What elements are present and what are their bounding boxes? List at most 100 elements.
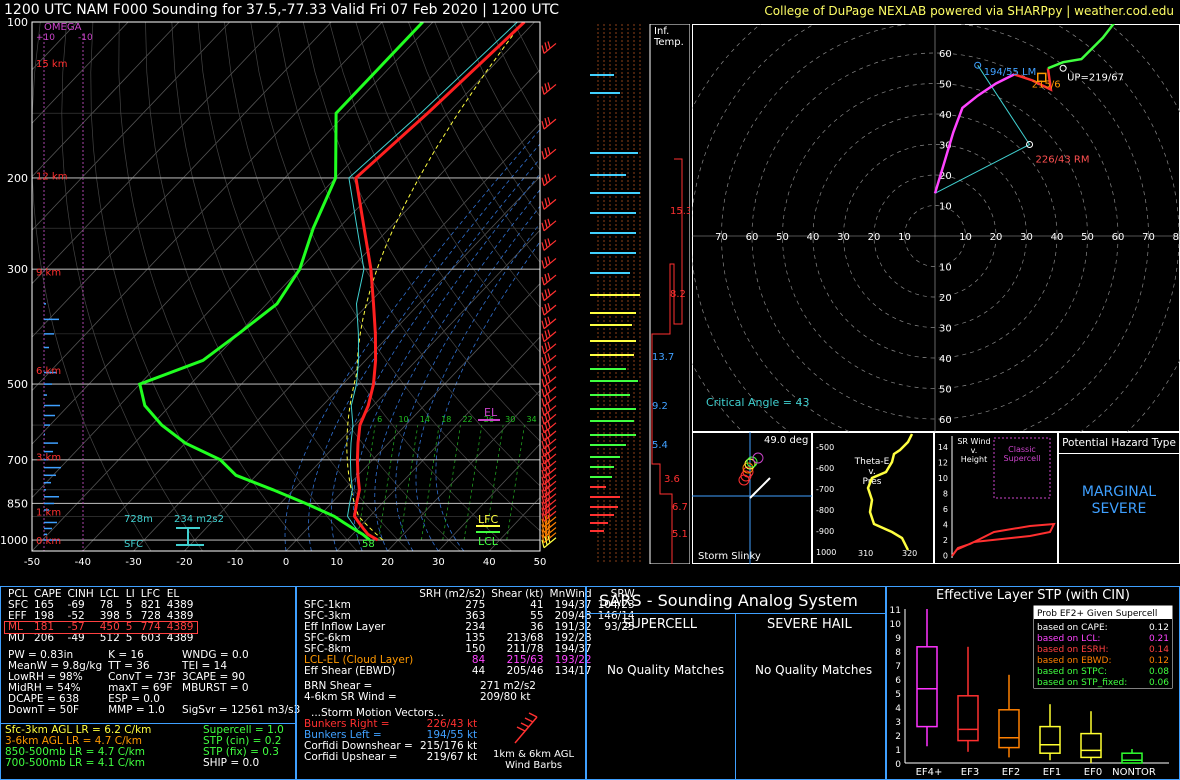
stp-box [1039, 725, 1061, 754]
vector-cell: Bunkers Left = [304, 729, 382, 741]
stp-ytick: 10 [890, 620, 902, 630]
stp-ytick: 9 [895, 634, 901, 644]
wh-title: SR Wind [957, 437, 990, 446]
kinematic-header: MnWind [549, 588, 592, 600]
temp-tick-label: 30 [432, 557, 445, 568]
hodo-ring-label: 60 [939, 415, 952, 426]
hodo-ring-label: 30 [939, 141, 952, 152]
index-cell: DCAPE = 638 [8, 693, 80, 705]
kinematic-cell: 134/17 [554, 665, 592, 677]
stp-legend-label: based on CAPE: [1037, 623, 1108, 633]
vector-row: Corfidi Upshear = 219/67 kt [301, 752, 480, 763]
sars-supercell-result: No Quality Matches [607, 663, 725, 677]
pressure-label: 100 [7, 18, 28, 29]
kinematic-cell: SFC-8km [304, 643, 351, 655]
hodo-ring-label: 10 [959, 232, 972, 243]
thetae-ytick: -500 [816, 443, 834, 452]
parcel-cell: ML [8, 621, 23, 633]
stp-legend-value: 0.12 [1149, 623, 1169, 633]
parcel-header: LCL [99, 588, 119, 600]
index-cell: maxT = 69F [108, 682, 173, 694]
pressure-label: 1000 [0, 534, 28, 547]
parcel-cell: 4389 [166, 621, 194, 633]
index-cell: 3CAPE = 90 [182, 671, 246, 683]
thetae-title: v. [868, 467, 876, 477]
thetae-ytick: -600 [816, 464, 834, 473]
vector-cell: Corfidi Upshear = [304, 751, 398, 763]
hodo-rm-label: 226/43 RM [1036, 155, 1090, 166]
parcel-cell: 198 [34, 610, 55, 622]
parcel-cell: 4389 [166, 632, 194, 644]
sars-title: SARS - Sounding Analog System [599, 591, 858, 610]
hodo-ring-label: 50 [939, 385, 952, 396]
temp-tick-label: 20 [381, 557, 394, 568]
height-label: 12 km [36, 172, 67, 183]
lfc-label: LFC [478, 513, 498, 526]
temp-tick-label: -50 [24, 557, 40, 568]
mixing-ratio-label: 30 [505, 415, 515, 424]
sfc-label: SFC [124, 539, 143, 550]
parcel-cell: 78 [99, 599, 114, 611]
dewpoint-trace [138, 22, 424, 542]
wind-barb-icon [514, 712, 538, 744]
kinematic-cell: 193/22 [554, 654, 592, 666]
hodo-ring-label: 10 [898, 232, 911, 243]
parcel-row: SFC 165 -69 78 5 821 4389 [5, 600, 197, 611]
wh-supercell: Classic [1008, 445, 1036, 454]
wh-ytick: 12 [938, 459, 948, 468]
kinematic-panel: SRH (m2/s2) Shear (kt) MnWind SRW SFC-1km 27… [296, 586, 635, 780]
parcel-cell: 5 [125, 599, 133, 611]
stp-category: NONTOR [1112, 767, 1156, 778]
index-row: MeanW = 9.8g/kg TT = 36 TEI = 14 [5, 661, 303, 672]
stp-legend-value: 0.06 [1149, 678, 1169, 688]
index-cell: TEI = 14 [182, 660, 228, 672]
stp-legend-label: based on STP_fixed: [1037, 678, 1127, 688]
parcel-header: LFC [140, 588, 160, 600]
stp-category: EF2 [1002, 767, 1020, 778]
hodo-ring-label: 30 [1020, 232, 1033, 243]
parcel-cell: 450 [99, 621, 120, 633]
stp-legend-label: based on STPC: [1037, 667, 1107, 677]
lapse-rates: Sfc-3km AGL LR = 6.2 C/km 3-6km AGL LR = … [5, 725, 151, 769]
hodo-ring-label: 30 [939, 324, 952, 335]
kinematic-cell: 275 [465, 599, 486, 611]
index-cell: TT = 36 [108, 660, 150, 672]
kinematic-header: SRH (m2/s2) [419, 588, 486, 600]
parcel-cell: 821 [140, 599, 161, 611]
el-label: EL [484, 406, 498, 419]
parcel-cell: -52 [67, 610, 85, 622]
hodo-ring-label: 60 [939, 49, 952, 60]
sars-panel: SARS - Sounding Analog System SUPERCELL … [586, 586, 886, 780]
kinematic-cell: 44 [471, 665, 486, 677]
hodo-ring-label: 60 [746, 232, 759, 243]
inflow-value: 15.3 [670, 206, 690, 217]
stp-ytick: 5 [895, 690, 901, 700]
stp-box [916, 646, 938, 728]
index-cell: LowRH = 98% [8, 671, 83, 683]
skewt-chart: 6101418222630341002003005007008501000-50… [0, 18, 557, 568]
wh-ytick: 14 [938, 443, 948, 452]
hazard-panel: Potential Hazard Type MARGINAL SEVERE [1058, 432, 1180, 564]
composite-index: STP (cin) = 0.2 [203, 735, 282, 747]
lapse-rate: 700-500mb LR = 4.1 C/km [5, 757, 145, 769]
height-label: 3 km [36, 453, 61, 464]
stp-legend-value: 0.14 [1149, 645, 1169, 655]
hodo-ring-label: 10 [939, 202, 952, 213]
kinematic-cell: 36 [530, 621, 544, 633]
composite-index: SHIP = 0.0 [203, 757, 260, 769]
parcel-cell: 512 [99, 632, 120, 644]
index-cell: WNDG = 0.0 [182, 649, 249, 661]
parcel-header: LI [125, 588, 135, 600]
critical-angle: Critical Angle = 43 [706, 396, 809, 409]
temp-tick-label: 50 [534, 557, 547, 568]
thetae-ytick: -800 [816, 506, 834, 515]
hodo-ring-label: 80 [1173, 232, 1180, 243]
wh-title: v. [971, 446, 978, 455]
kinematic-header: Shear (kt) [491, 588, 544, 600]
parcel-header: CAPE [34, 588, 62, 600]
eff-base-label: 728m [124, 514, 153, 525]
stp-ytick: 3 [895, 718, 901, 728]
hodo-ring-label: 40 [939, 354, 952, 365]
kinematic-row: SFC-6km 135 213/68 192/28 [301, 633, 638, 644]
